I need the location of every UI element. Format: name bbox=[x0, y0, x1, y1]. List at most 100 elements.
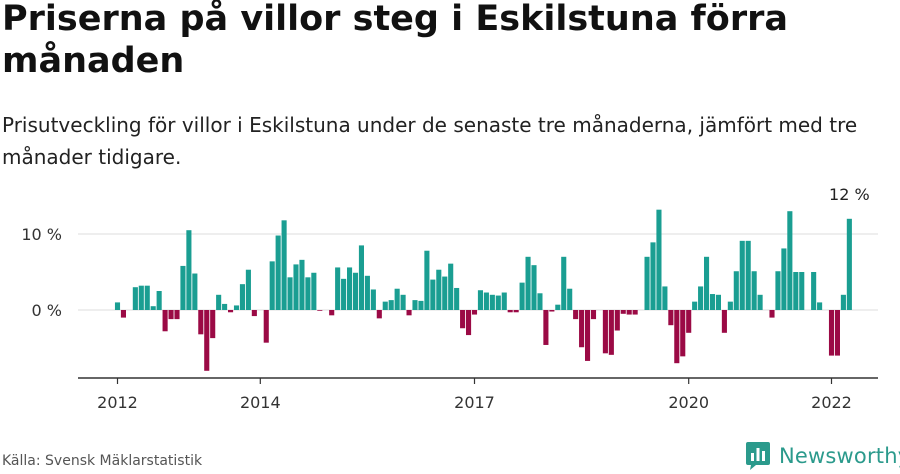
bar bbox=[477, 290, 483, 310]
bar bbox=[507, 310, 513, 313]
bar bbox=[715, 294, 721, 310]
bar bbox=[608, 310, 614, 355]
bar bbox=[662, 286, 668, 310]
bar bbox=[602, 310, 608, 354]
bar bbox=[216, 294, 222, 310]
bar bbox=[335, 267, 341, 310]
bar bbox=[370, 289, 376, 310]
bar bbox=[251, 310, 257, 317]
bar bbox=[454, 287, 460, 310]
bar bbox=[513, 310, 519, 313]
x-tick-label: 2017 bbox=[454, 393, 495, 412]
bar bbox=[394, 288, 400, 310]
bar bbox=[709, 294, 716, 310]
bar bbox=[358, 245, 364, 310]
bar bbox=[156, 291, 162, 310]
bar bbox=[579, 310, 585, 348]
bar bbox=[168, 310, 174, 320]
x-tick-label: 2012 bbox=[97, 393, 138, 412]
bar bbox=[501, 292, 507, 310]
bar bbox=[650, 242, 656, 310]
bar bbox=[614, 310, 620, 331]
bar bbox=[448, 263, 454, 310]
bar bbox=[114, 302, 121, 310]
bar bbox=[311, 272, 317, 310]
bar bbox=[626, 310, 632, 315]
bar bbox=[430, 279, 436, 310]
bar bbox=[668, 310, 674, 326]
bar bbox=[561, 256, 567, 310]
bar bbox=[120, 310, 126, 318]
bar bbox=[721, 310, 727, 333]
bar bbox=[388, 300, 394, 310]
bar bbox=[317, 310, 323, 311]
bar bbox=[781, 248, 787, 310]
bar bbox=[144, 285, 150, 310]
bar bbox=[483, 292, 489, 310]
bar bbox=[471, 310, 478, 315]
chart-subtitle: Prisutveckling för villor i Eskilstuna u… bbox=[2, 113, 858, 169]
x-tick-label: 2020 bbox=[668, 393, 709, 412]
bar bbox=[727, 301, 733, 310]
bar bbox=[733, 271, 739, 310]
bar bbox=[138, 285, 144, 310]
bar bbox=[632, 310, 638, 315]
bar bbox=[239, 284, 245, 310]
bar bbox=[233, 305, 240, 310]
bar bbox=[680, 310, 686, 357]
bar bbox=[418, 300, 424, 310]
bar bbox=[275, 235, 281, 310]
bar-chart: 10 % 0 % 2012 2014 2017 2020 2022 12 % bbox=[21, 185, 878, 412]
bar bbox=[269, 261, 275, 310]
bar bbox=[769, 310, 775, 318]
bar bbox=[704, 256, 710, 310]
bar bbox=[281, 220, 287, 310]
bar bbox=[364, 275, 370, 310]
bar bbox=[519, 282, 525, 310]
bar bbox=[620, 310, 626, 314]
bar bbox=[132, 287, 138, 310]
bar bbox=[811, 272, 817, 310]
bar bbox=[263, 310, 269, 343]
bar bbox=[656, 209, 662, 310]
bar bbox=[745, 240, 751, 310]
bar bbox=[585, 310, 591, 361]
y-tick-label: 0 % bbox=[32, 301, 62, 320]
bar bbox=[495, 295, 501, 310]
bar bbox=[549, 310, 555, 312]
y-tick-label: 10 % bbox=[21, 225, 62, 244]
bar bbox=[555, 304, 561, 310]
bar bbox=[192, 273, 198, 310]
brand[interactable]: Newsworthy bbox=[745, 439, 900, 473]
bar bbox=[341, 278, 347, 310]
bar bbox=[329, 310, 335, 316]
bar bbox=[698, 286, 704, 310]
bar bbox=[198, 310, 204, 335]
bar bbox=[204, 310, 210, 371]
bar bbox=[799, 272, 805, 310]
bar bbox=[228, 310, 234, 313]
bar bbox=[174, 310, 180, 320]
bar bbox=[412, 300, 418, 310]
bar bbox=[828, 310, 835, 356]
bar bbox=[757, 294, 763, 310]
bar bbox=[674, 310, 680, 364]
bar bbox=[775, 271, 781, 310]
bar bbox=[436, 269, 442, 310]
bar bbox=[299, 259, 305, 310]
source-note: Källa: Svensk Mäklarstatistik bbox=[2, 453, 203, 469]
x-axis bbox=[78, 377, 878, 384]
bar bbox=[186, 230, 192, 310]
bar bbox=[834, 310, 840, 356]
bar bbox=[376, 310, 382, 319]
bars bbox=[114, 209, 852, 371]
bar bbox=[424, 250, 430, 310]
bar bbox=[406, 310, 412, 316]
bar bbox=[287, 277, 293, 310]
bar bbox=[686, 310, 692, 333]
bar bbox=[846, 218, 852, 310]
bar bbox=[222, 303, 228, 310]
axis-labels: 10 % 0 % 2012 2014 2017 2020 2022 12 % bbox=[21, 185, 869, 412]
newsworthy-logo-icon bbox=[746, 442, 770, 470]
brand-name: Newsworthy bbox=[779, 444, 900, 468]
